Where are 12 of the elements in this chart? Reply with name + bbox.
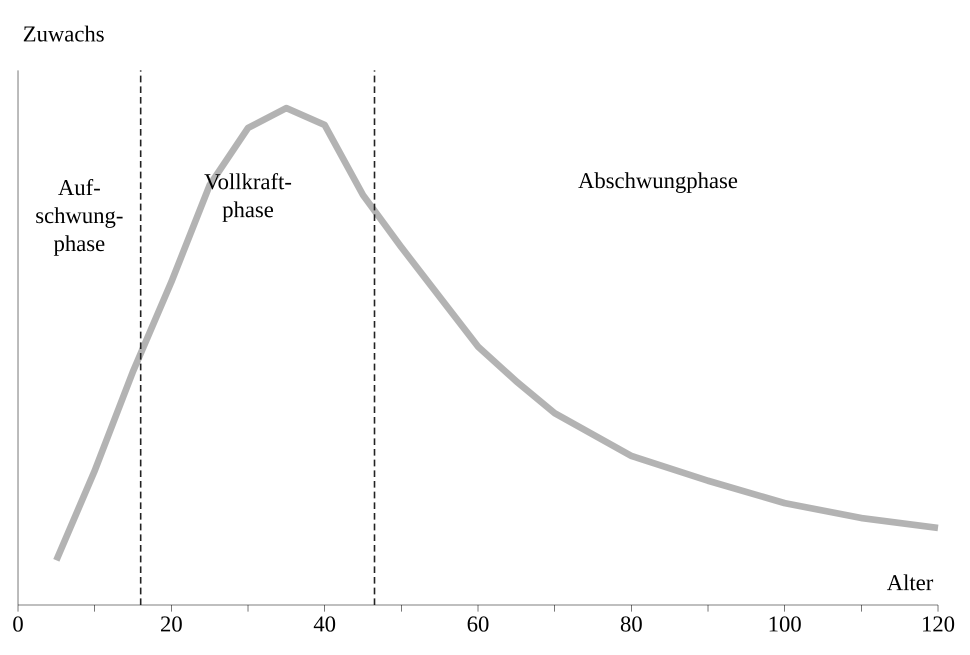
y-axis-title: Zuwachs (24, 26, 104, 42)
annotation: Abschwungphase (578, 172, 738, 193)
annotation: Auf-schwung-phase (36, 179, 123, 256)
x-tick-label: 0 (13, 616, 23, 632)
x-tick-label: 120 (922, 616, 954, 632)
x-tick-label: 40 (314, 616, 336, 632)
annotation: Vollkraft-phase (204, 173, 292, 222)
x-tick-label: 60 (468, 616, 488, 632)
x-tick-label: 100 (770, 616, 801, 632)
x-axis-title: Alter (886, 574, 934, 590)
x-tick-label: 20 (161, 616, 182, 632)
x-tick-label: 80 (620, 616, 642, 632)
